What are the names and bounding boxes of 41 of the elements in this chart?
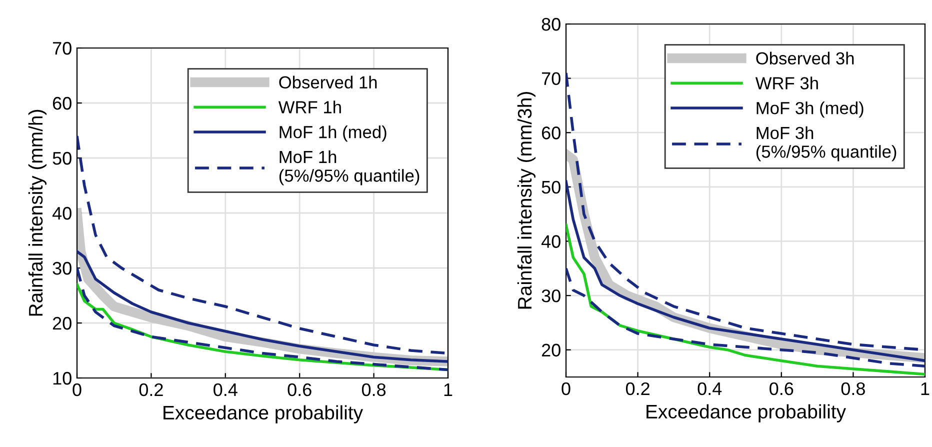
y-tick-label: 50 [542,180,560,194]
line-series [77,266,448,372]
y-tick-label: 30 [52,262,72,275]
x-tick-label: 0 [72,383,82,396]
y-tick-label: 80 [542,18,560,31]
y-tick-label: 70 [52,42,72,55]
y-tick-label: 70 [542,72,560,86]
x-tick-label: 0.8 [362,383,386,396]
y-axis-title: Rainfall intensity (mm/3h) [517,92,536,309]
legend-label: WRF 1h [278,100,341,114]
y-axis-title: Rainfall intensity (mm/h) [28,110,46,316]
y-tick-label: 20 [542,344,560,357]
legend-label: MoF 1h (5%/95% quantile) [279,150,420,186]
y-tick-label: 20 [52,316,72,330]
line-series [566,266,925,368]
x-axis-title: Exceedance probability [646,404,846,422]
x-tick-label: 0.6 [770,382,794,396]
x-tick-label: 0.8 [841,382,865,396]
y-tick-label: 10 [53,372,72,385]
legend-label: WRF 3h [755,76,818,90]
y-tick-label: 60 [542,126,560,140]
x-tick-label: 0.2 [139,383,163,396]
legend-label: Observed 3h [756,52,854,65]
legend-label: MoF 1h (med) [280,126,386,142]
y-tick-label: 40 [541,235,560,248]
x-tick-label: 0.6 [288,383,312,396]
y-tick-label: 40 [52,206,72,220]
legend-label: Observed 1h [279,76,377,89]
x-tick-label: 0.4 [698,382,722,396]
x-tick-label: 1 [921,382,930,395]
x-tick-label: 0.4 [214,383,238,396]
x-axis-title: Exceedance probability [164,405,363,424]
x-tick-label: 1 [444,384,452,396]
y-tick-label: 60 [52,96,72,110]
legend-label: MoF 3h (5%/95% quantile) [756,126,896,162]
line-series [77,250,448,363]
y-tick-label: 50 [52,152,72,165]
x-tick-label: 0.2 [626,382,650,396]
y-tick-label: 30 [542,289,560,302]
legend-label: MoF 3h (med) [756,102,864,118]
x-tick-label: 0 [562,382,570,396]
